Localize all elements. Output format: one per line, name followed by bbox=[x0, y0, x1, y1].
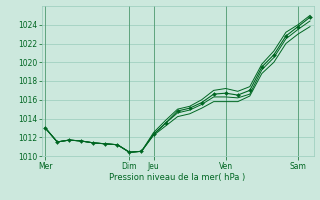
X-axis label: Pression niveau de la mer( hPa ): Pression niveau de la mer( hPa ) bbox=[109, 173, 246, 182]
